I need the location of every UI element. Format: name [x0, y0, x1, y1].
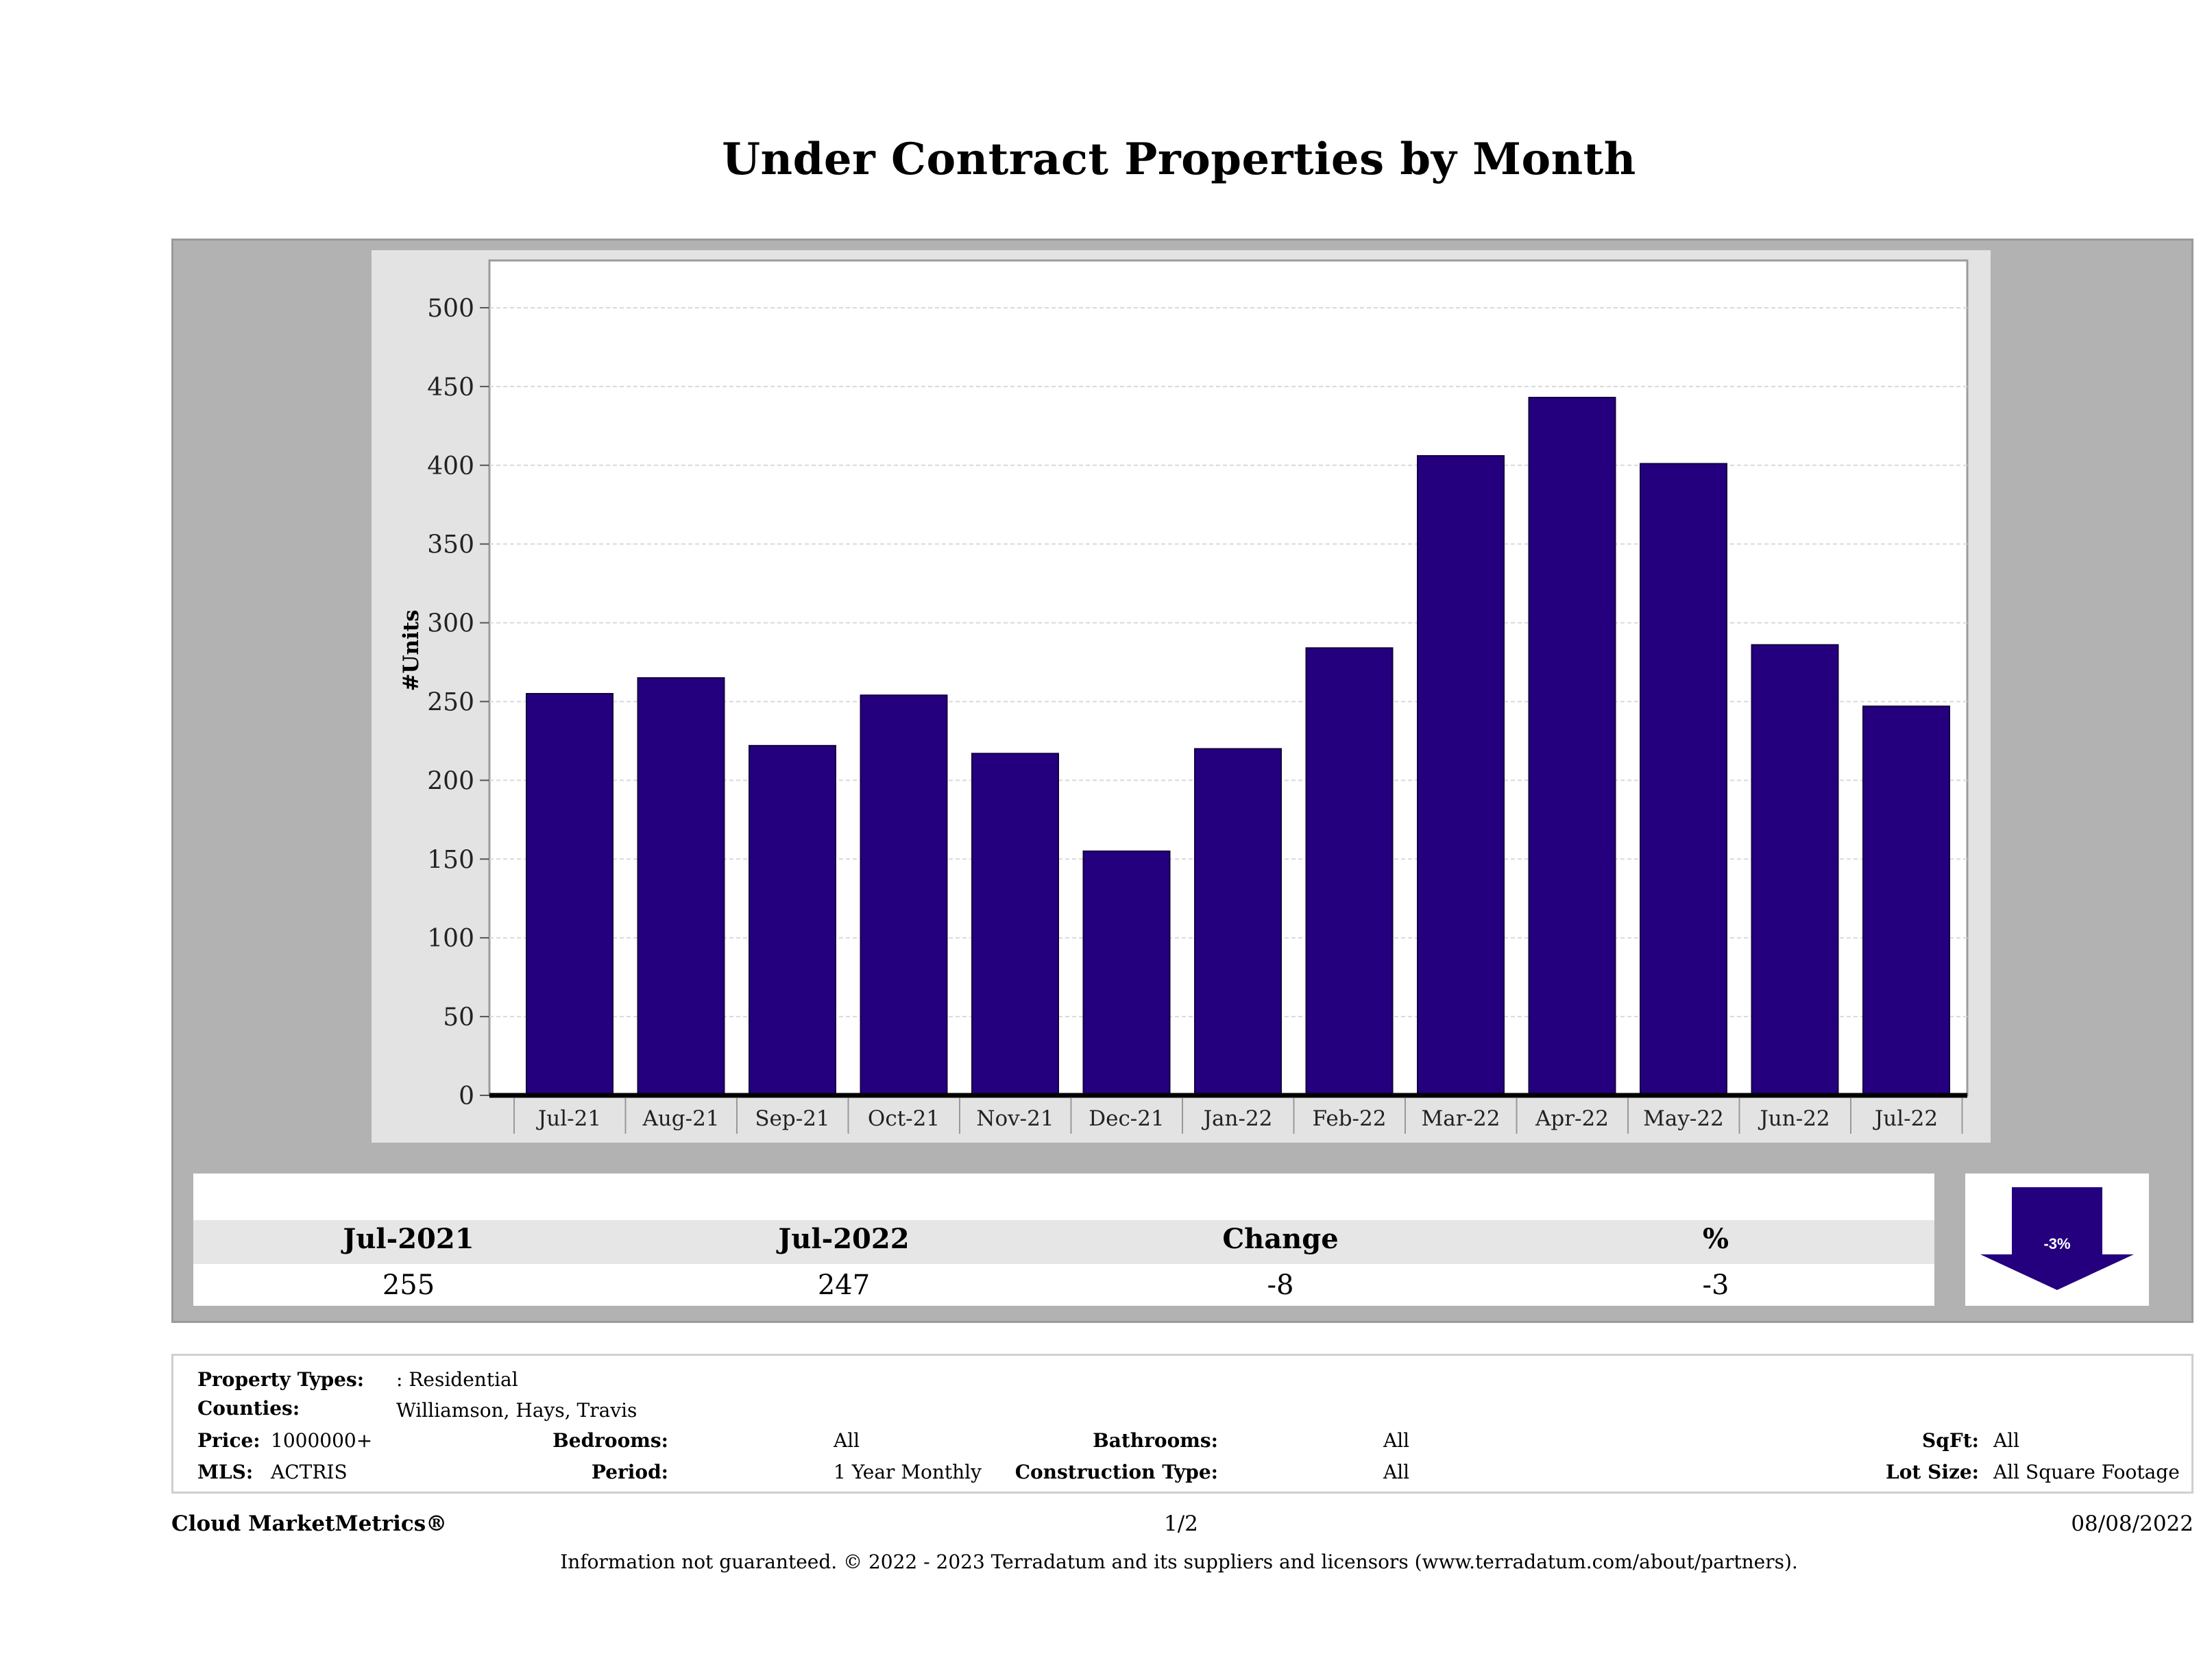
bar	[637, 677, 725, 1096]
x-tick-label: Sep-21	[755, 1106, 829, 1131]
stats-header-percent: %	[1702, 1223, 1729, 1255]
report-date: 08/08/2022	[2071, 1511, 2193, 1536]
property-types-label: Property Types:	[197, 1368, 365, 1391]
x-tick-label: Jun-22	[1758, 1106, 1830, 1131]
x-tick-label: Feb-22	[1313, 1106, 1387, 1131]
construction-type-value: All	[1383, 1461, 1410, 1483]
stats-table: Jul-2021 Jul-2022 Change % 255 247 -8 -3	[193, 1174, 1934, 1306]
x-tick-label: May-22	[1643, 1106, 1724, 1131]
x-tick-label: Jul-22	[1873, 1106, 1938, 1131]
bar	[1862, 705, 1950, 1096]
report-criteria: Property Types: : Residential Counties: …	[171, 1354, 2193, 1494]
down-arrow-icon: -3%	[1980, 1187, 2134, 1290]
x-tick-label: Apr-22	[1535, 1106, 1609, 1131]
y-tick-label: 200	[427, 767, 474, 795]
stats-header-change: Change	[1222, 1223, 1339, 1255]
x-tick-label: Jan-22	[1202, 1106, 1273, 1131]
stats-header-end: Jul-2022	[778, 1223, 910, 1255]
sqft-value: All	[1993, 1429, 2020, 1452]
change-badge: -3%	[1965, 1174, 2149, 1306]
lot-size-value: All Square Footage	[1993, 1461, 2180, 1483]
bathrooms-value: All	[1383, 1429, 1410, 1452]
y-tick-label: 50	[443, 1004, 474, 1032]
bar	[1528, 396, 1616, 1096]
construction-type-label: Construction Type:	[1014, 1461, 1218, 1483]
period-label: Period:	[591, 1461, 668, 1483]
bathrooms-label: Bathrooms:	[1093, 1429, 1218, 1452]
lot-size-label: Lot Size:	[1886, 1461, 1979, 1483]
bedrooms-label: Bedrooms:	[552, 1429, 668, 1452]
price-label: Price:	[197, 1429, 260, 1452]
property-types-value: : Residential	[396, 1368, 518, 1391]
disclaimer: Information not guaranteed. © 2022 - 202…	[560, 1551, 1798, 1573]
y-tick-label: 100	[427, 925, 474, 953]
page-title: Under Contract Properties by Month	[722, 134, 1636, 185]
x-tick-label: Jul-21	[536, 1106, 601, 1131]
counties-value: Williamson, Hays, Travis	[396, 1399, 637, 1422]
x-tick-label: Aug-21	[642, 1106, 719, 1131]
bar	[1751, 644, 1839, 1096]
y-tick-label: 300	[427, 610, 474, 638]
brand-name: Cloud MarketMetrics®	[171, 1511, 448, 1536]
stats-value-end: 247	[817, 1269, 871, 1301]
y-tick-label: 400	[427, 452, 474, 481]
bar	[526, 692, 613, 1096]
stats-value-start: 255	[382, 1269, 435, 1301]
bar	[1640, 463, 1727, 1096]
mls-value: ACTRIS	[271, 1461, 348, 1483]
x-tick-label: Dec-21	[1089, 1106, 1164, 1131]
stats-header-band	[193, 1220, 1934, 1264]
x-tick-label: Oct-21	[868, 1106, 940, 1131]
y-tick-label: 250	[427, 688, 474, 716]
bar	[1082, 850, 1171, 1097]
change-badge-label: -3%	[2043, 1235, 2070, 1252]
y-tick-label: 0	[459, 1082, 474, 1110]
x-tick-label: Nov-21	[976, 1106, 1054, 1131]
bar	[749, 744, 836, 1096]
bar	[1417, 454, 1505, 1096]
y-tick-label: 500	[427, 295, 474, 323]
y-tick-label: 450	[427, 374, 474, 402]
page-number: 1/2	[1164, 1511, 1198, 1536]
stats-value-percent: -3	[1702, 1269, 1729, 1301]
period-value: 1 Year Monthly	[834, 1461, 982, 1483]
bar	[1194, 748, 1282, 1096]
y-tick-label: 150	[427, 846, 474, 874]
price-value: 1000000+	[271, 1429, 373, 1452]
x-tick-label: Mar-22	[1422, 1106, 1500, 1131]
sqft-label: SqFt:	[1922, 1429, 1979, 1452]
bar	[1305, 647, 1394, 1096]
bar	[971, 753, 1059, 1096]
bedrooms-value: All	[834, 1429, 860, 1452]
y-axis-title: #Units	[399, 609, 424, 691]
mls-label: MLS:	[197, 1461, 254, 1483]
counties-label: Counties:	[197, 1397, 300, 1420]
bar-chart: 0 50 100 150 200 250 300 350 400 450 500 #Units Jul-…	[399, 259, 1969, 1134]
bar	[860, 694, 948, 1096]
stats-header-start: Jul-2021	[343, 1223, 474, 1255]
y-tick-label: 350	[427, 531, 474, 559]
stats-value-change: -8	[1267, 1269, 1294, 1301]
